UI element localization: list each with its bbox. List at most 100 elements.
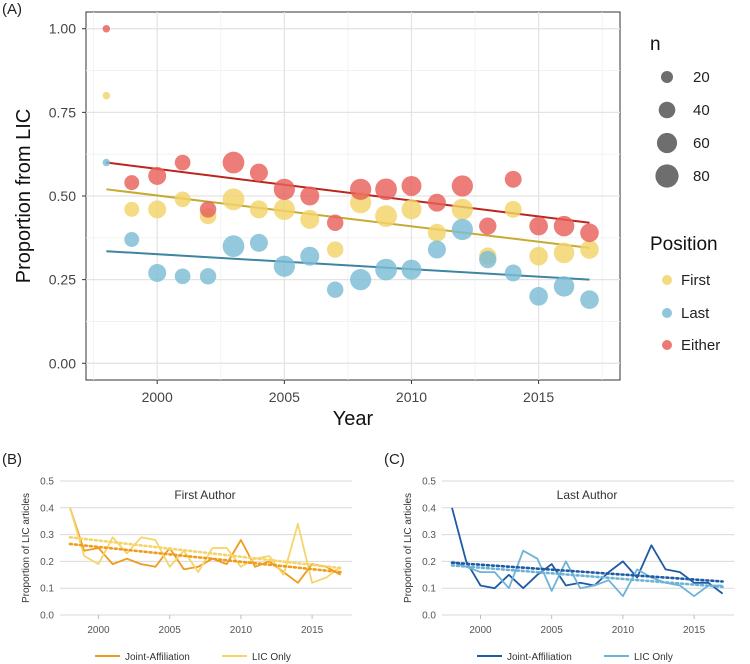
panel-a: (A) 0.00 0.25 0.50 0.75 1.00 2000 2005 2… (2, 1, 720, 430)
point-last (504, 264, 522, 282)
y-tick-label: 0.50 (49, 188, 76, 204)
point-last (479, 250, 497, 269)
panel-b-label: (B) (2, 451, 22, 468)
size-legend-label: 20 (693, 69, 710, 86)
point-last (148, 263, 167, 282)
point-either (350, 178, 372, 200)
trend-line-lic-only (68, 535, 342, 570)
legend-label-joint-affiliation: Joint-Affiliation (125, 652, 190, 663)
point-first (300, 209, 320, 229)
series-line-lic-only (451, 549, 723, 598)
y-tick-label: 0.1 (422, 584, 436, 595)
position-legend: Position First Last Either (650, 234, 720, 354)
point-first (249, 200, 268, 219)
position-legend-label-last: Last (681, 305, 710, 322)
trend-line-lic-only (450, 564, 724, 589)
series-line-joint-affiliation (451, 507, 724, 595)
size-legend-label: 60 (693, 135, 710, 152)
point-first (375, 205, 397, 227)
point-first (504, 200, 522, 218)
x-tick-label: 2000 (469, 625, 492, 636)
point-first (427, 223, 446, 242)
point-last (273, 255, 295, 277)
point-first (326, 241, 344, 258)
y-tick-label: 0.4 (422, 503, 436, 514)
point-last (124, 232, 140, 247)
point-either (479, 217, 497, 235)
panel-c-label: (C) (384, 451, 405, 468)
point-last (249, 233, 268, 252)
series-line-lic-only (69, 507, 342, 584)
point-either (222, 151, 245, 174)
y-tick-label: 0.0 (40, 611, 54, 622)
point-last (199, 268, 217, 285)
point-either (300, 186, 320, 206)
position-legend-title: Position (650, 234, 718, 255)
point-last (174, 268, 191, 285)
position-legend-key-first (662, 275, 672, 285)
y-tick-label: 0.5 (422, 477, 436, 488)
point-last (222, 235, 245, 258)
panel-a-label: (A) (2, 1, 22, 18)
point-either (102, 24, 111, 33)
point-first (148, 200, 167, 219)
size-legend-title: n (650, 34, 661, 55)
x-tick-label: 2005 (541, 625, 564, 636)
point-first (174, 191, 191, 208)
point-either (174, 154, 191, 171)
x-tick-label: 2010 (612, 625, 635, 636)
point-last (529, 287, 548, 306)
y-tick-label: 0.3 (422, 530, 436, 541)
size-legend-label: 80 (693, 168, 710, 185)
trend-line-joint-affiliation (450, 561, 724, 583)
point-last (427, 240, 446, 259)
y-tick-label: 1.00 (49, 21, 76, 37)
y-tick-label: 0.1 (40, 584, 54, 595)
point-either (249, 163, 268, 182)
point-first (102, 91, 111, 100)
point-first (124, 201, 140, 217)
point-either (580, 223, 599, 243)
panel-b-y-axis-title: Proportion of LIC articles (21, 493, 32, 603)
panel-b-lines (68, 507, 342, 584)
point-last (375, 258, 397, 281)
panel-a-x-ticks: 2000 2005 2010 2015 (142, 380, 554, 405)
legend-label-joint-affiliation: Joint-Affiliation (507, 652, 572, 663)
point-last (451, 218, 473, 241)
point-either (375, 178, 397, 201)
size-legend-key (658, 101, 676, 119)
panel-b: (B) First Author 0.0 0.1 0.2 0.3 0.4 0.5… (2, 451, 352, 663)
point-last (326, 281, 344, 298)
legend-label-lic-only: LIC Only (252, 652, 291, 663)
x-tick-label: 2015 (301, 625, 324, 636)
position-legend-key-either (662, 340, 672, 350)
panel-c-lines (450, 507, 724, 598)
position-legend-label-either: Either (681, 337, 720, 354)
point-either (427, 193, 446, 212)
point-first (529, 246, 548, 266)
panel-a-grid (86, 12, 620, 380)
point-first (273, 198, 295, 220)
panel-b-x-ticks: 2000 2005 2010 2015 (87, 615, 324, 636)
x-tick-label: 2005 (159, 625, 182, 636)
x-tick-label: 2000 (87, 625, 110, 636)
point-either (401, 175, 422, 196)
y-tick-label: 0.4 (40, 503, 54, 514)
point-last (350, 269, 372, 291)
panel-a-y-ticks: 0.00 0.25 0.50 0.75 1.00 (49, 21, 86, 371)
size-legend-key (661, 71, 673, 83)
point-first (553, 242, 575, 264)
panel-c-title: Last Author (557, 488, 618, 502)
panel-a-points (102, 24, 599, 310)
y-tick-label: 0.75 (49, 104, 76, 120)
point-last (580, 290, 599, 310)
point-last (401, 259, 422, 280)
size-legend-key (655, 164, 679, 188)
size-legend: n 20 40 60 80 (650, 34, 710, 188)
point-first (222, 188, 245, 211)
point-either (451, 175, 473, 197)
point-either (124, 175, 140, 191)
point-first (401, 199, 422, 220)
panel-a-x-axis-title: Year (333, 408, 374, 430)
size-legend-label: 40 (693, 102, 710, 119)
